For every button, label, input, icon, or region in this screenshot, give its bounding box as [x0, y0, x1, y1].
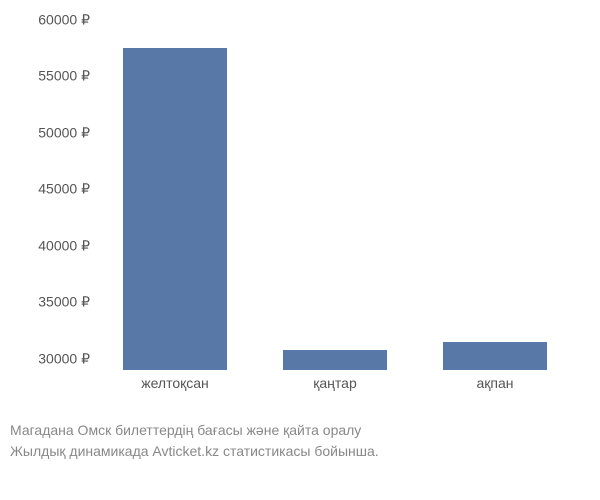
y-axis: 30000 ₽ 35000 ₽ 40000 ₽ 45000 ₽ 50000 ₽ 55000… — [10, 20, 90, 370]
y-tick-label: 50000 ₽ — [10, 124, 90, 141]
caption-line-1: Магадана Омск билеттердің бағасы және қа… — [10, 420, 590, 441]
y-tick-label: 55000 ₽ — [10, 68, 90, 85]
y-tick-label: 35000 ₽ — [10, 294, 90, 311]
x-tick-label: желтоқсан — [141, 375, 209, 391]
price-bar-chart: 30000 ₽35000 ₽40000 ₽45000 ₽50000 ₽55000… — [95, 20, 575, 400]
y-tick-label: 60000 ₽ — [10, 12, 90, 29]
bar — [283, 350, 387, 370]
y-tick-label: 45000 ₽ — [10, 181, 90, 198]
bars-group — [95, 20, 575, 370]
plot-area: 30000 ₽35000 ₽40000 ₽45000 ₽50000 ₽55000… — [95, 20, 575, 370]
chart-caption: Магадана Омск билеттердің бағасы және қа… — [10, 420, 590, 462]
bar — [123, 48, 227, 370]
x-tick-label: қаңтар — [313, 375, 356, 391]
caption-line-2: Жылдық динамикада Avticket.kz статистика… — [10, 441, 590, 462]
x-axis: желтоқсан қаңтар ақпан — [95, 375, 575, 400]
bar — [443, 342, 547, 370]
y-tick-label: 30000 ₽ — [10, 350, 90, 367]
x-tick-label: ақпан — [476, 375, 513, 391]
y-tick-label: 40000 ₽ — [10, 237, 90, 254]
